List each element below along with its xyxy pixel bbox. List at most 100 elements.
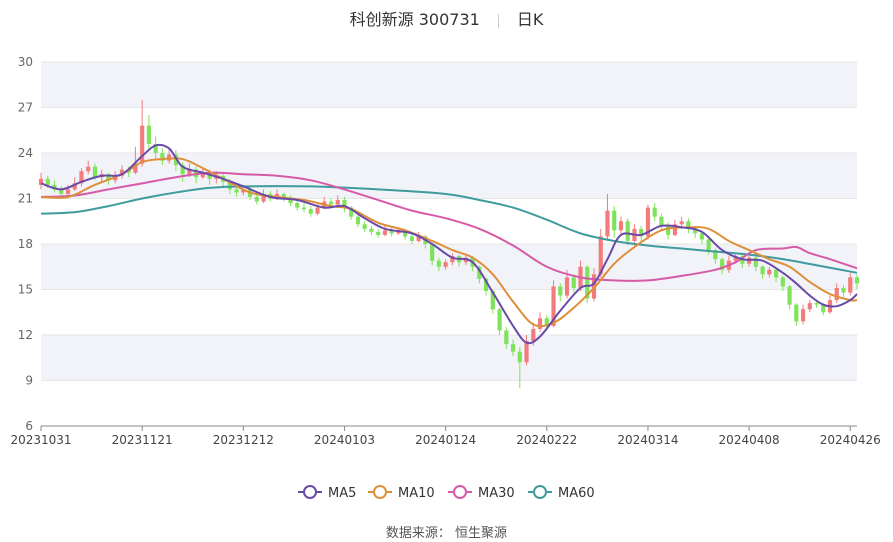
ma-line-ma30 (40, 171, 858, 282)
candle-body (706, 239, 711, 251)
candle-body (133, 163, 138, 173)
candle-body (308, 209, 313, 214)
candle (52, 180, 57, 193)
candle-body (504, 330, 509, 345)
candle (598, 228, 603, 278)
candle-body (227, 181, 232, 190)
candle-body (605, 210, 610, 237)
candle-body (760, 266, 765, 275)
candle-body (301, 207, 307, 210)
data-source: 数据来源： 恒生聚源 (385, 526, 508, 541)
candle (497, 307, 502, 335)
candle-body (517, 351, 522, 363)
candle-body (79, 171, 84, 184)
candle (79, 168, 84, 187)
candle-body (713, 250, 718, 260)
candle-body (369, 228, 374, 232)
candle-body (854, 277, 860, 284)
candle (65, 184, 71, 196)
candle-body (585, 266, 590, 299)
candle-body (65, 189, 71, 194)
candle (436, 257, 441, 272)
grid-band (41, 244, 857, 290)
candle (571, 274, 576, 293)
ma-line-ma5 (40, 143, 858, 345)
candle (382, 225, 388, 237)
legend-label: MA60 (558, 486, 595, 501)
candle-body (59, 189, 64, 194)
candle (848, 272, 853, 296)
candle-body (92, 166, 98, 178)
candle-body (699, 233, 704, 240)
candle (605, 193, 610, 241)
candle (342, 196, 347, 213)
candle-body (652, 207, 657, 217)
candle (119, 165, 125, 179)
candle (659, 213, 664, 231)
candle-body (146, 125, 151, 144)
candle (645, 204, 651, 240)
ma-line-ma60 (40, 185, 858, 274)
candle-body (767, 269, 772, 275)
y-tick-label: 15 (18, 283, 33, 297)
candle-body (551, 286, 556, 326)
y-tick-label: 21 (18, 192, 33, 206)
y-tick-label: 27 (18, 101, 33, 115)
y-tick-label: 18 (18, 237, 33, 251)
x-tick-label: 20231121 (112, 433, 173, 447)
candle-body (355, 216, 361, 225)
candle (780, 275, 785, 292)
candle (686, 218, 691, 234)
candle (558, 283, 563, 302)
candle (827, 295, 833, 314)
candle (807, 300, 812, 313)
candle (308, 206, 313, 217)
candle-body (389, 230, 394, 234)
candle (254, 193, 259, 205)
candle (430, 242, 435, 266)
candle (295, 200, 300, 211)
candle (369, 225, 374, 235)
candle-body (315, 207, 320, 214)
legend-marker (303, 485, 317, 499)
candle (618, 216, 624, 235)
candle-body (531, 328, 536, 342)
candle-body (416, 236, 421, 241)
candle-body (288, 198, 293, 204)
candle-body (328, 201, 334, 205)
candle-body (618, 221, 624, 231)
candle-body (86, 166, 91, 172)
x-tick-label: 20240426 (820, 433, 881, 447)
candle-body (773, 269, 779, 278)
candle (625, 218, 630, 246)
candle-body (807, 303, 812, 310)
y-tick-label: 12 (18, 328, 33, 342)
legend-item-ma30: MA30 (448, 485, 515, 501)
candle-body (672, 224, 678, 235)
candle-body (591, 274, 597, 299)
candle (335, 195, 340, 207)
legend-marker (373, 485, 387, 499)
candle-body (693, 228, 698, 234)
candle (524, 335, 529, 366)
candle-body (477, 266, 482, 279)
candle-body (241, 189, 246, 193)
candle (86, 160, 91, 175)
candle-body (841, 287, 846, 293)
candle-body (254, 196, 259, 202)
candle (854, 274, 860, 290)
candle-body (430, 244, 435, 261)
candle (301, 203, 307, 213)
candle-body (524, 341, 529, 363)
candle-body (72, 183, 77, 190)
candle (355, 213, 361, 228)
y-tick-label: 30 (18, 55, 33, 69)
candle-body (200, 172, 205, 178)
ma-line-ma10 (40, 157, 858, 328)
grid-band (41, 62, 857, 108)
legend-marker (533, 485, 547, 499)
candle (510, 339, 516, 357)
candle (591, 268, 597, 302)
